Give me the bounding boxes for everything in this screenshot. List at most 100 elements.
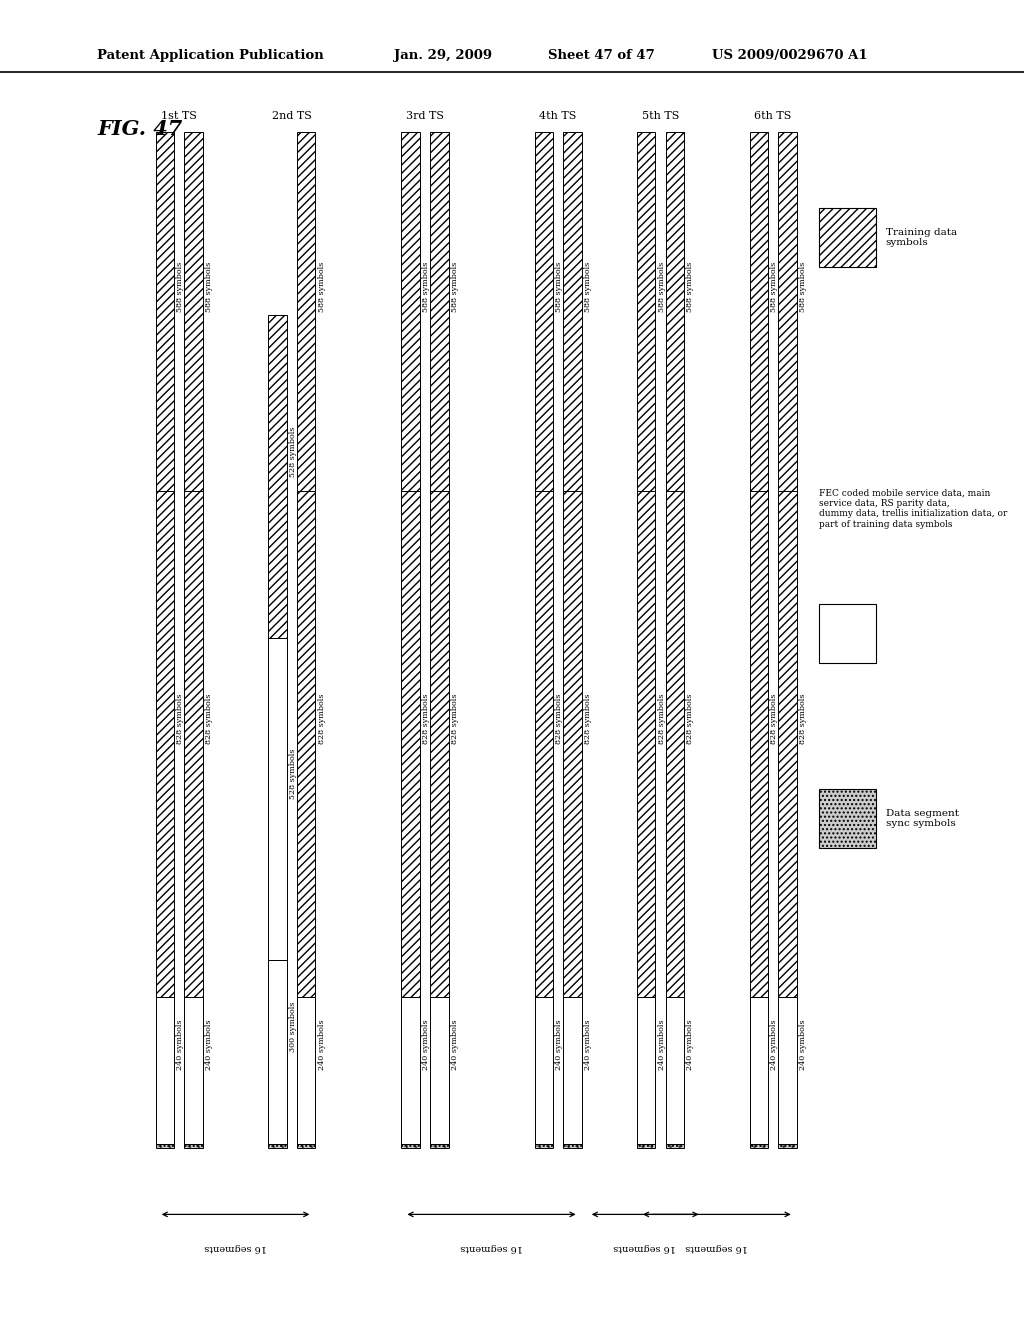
Bar <box>401 997 420 1143</box>
Text: 828 symbols: 828 symbols <box>584 694 592 744</box>
Text: 828 symbols: 828 symbols <box>422 694 430 744</box>
Bar <box>750 997 768 1143</box>
Text: 828 symbols: 828 symbols <box>555 694 563 744</box>
Bar <box>184 1143 203 1148</box>
Text: FEC coded mobile service data, main service data, RS parity data,
dummy data, tr: FEC coded mobile service data, main serv… <box>819 488 1008 528</box>
Text: 240 symbols: 240 symbols <box>657 1020 666 1071</box>
Bar <box>401 1143 420 1148</box>
Bar <box>430 1143 449 1148</box>
Text: 828 symbols: 828 symbols <box>686 694 694 744</box>
Text: US 2009/0029670 A1: US 2009/0029670 A1 <box>712 49 867 62</box>
Bar <box>563 1143 582 1148</box>
Text: 4: 4 <box>565 1142 570 1150</box>
Text: 240 symbols: 240 symbols <box>770 1020 778 1071</box>
Text: Patent Application Publication: Patent Application Publication <box>97 49 324 62</box>
Bar <box>666 997 684 1143</box>
Text: 588 symbols: 588 symbols <box>422 261 430 312</box>
Text: 4: 4 <box>432 1142 437 1150</box>
Bar <box>535 1143 553 1148</box>
Text: 16 segments: 16 segments <box>613 1243 677 1253</box>
Text: 828 symbols: 828 symbols <box>657 694 666 744</box>
Bar <box>563 997 582 1143</box>
Text: Training data
symbols: Training data symbols <box>886 228 956 247</box>
Text: 828 symbols: 828 symbols <box>317 694 326 744</box>
Text: 240 symbols: 240 symbols <box>422 1020 430 1071</box>
Text: 588 symbols: 588 symbols <box>555 261 563 312</box>
Text: 4: 4 <box>761 1142 766 1150</box>
Text: Sheet 47 of 47: Sheet 47 of 47 <box>548 49 654 62</box>
Text: 4: 4 <box>790 1142 795 1150</box>
Bar <box>750 491 768 997</box>
Bar <box>637 997 655 1143</box>
Text: 588 symbols: 588 symbols <box>176 261 184 312</box>
Bar <box>268 315 287 638</box>
Text: 828 symbols: 828 symbols <box>176 694 184 744</box>
Text: 16 segments: 16 segments <box>204 1243 267 1253</box>
Text: 2nd TS: 2nd TS <box>272 111 311 121</box>
Bar <box>430 491 449 997</box>
Bar <box>297 132 315 491</box>
Text: 4: 4 <box>158 1142 163 1150</box>
Bar <box>819 207 876 267</box>
Text: 4: 4 <box>780 1142 785 1150</box>
Text: 300 symbols: 300 symbols <box>289 1002 297 1052</box>
Bar <box>156 491 174 997</box>
Bar <box>819 605 876 663</box>
Bar <box>637 132 655 491</box>
Text: 240 symbols: 240 symbols <box>317 1020 326 1071</box>
Bar <box>535 997 553 1143</box>
Text: 4: 4 <box>167 1142 172 1150</box>
Text: 4: 4 <box>648 1142 653 1150</box>
Bar <box>401 132 420 491</box>
Text: 3rd TS: 3rd TS <box>406 111 444 121</box>
Text: 240 symbols: 240 symbols <box>584 1020 592 1071</box>
Bar <box>297 997 315 1143</box>
Text: 4: 4 <box>546 1142 551 1150</box>
Bar <box>430 132 449 491</box>
Text: 588 symbols: 588 symbols <box>770 261 778 312</box>
Bar <box>637 1143 655 1148</box>
Text: 5th TS: 5th TS <box>642 111 679 121</box>
Text: 828 symbols: 828 symbols <box>451 694 459 744</box>
Text: 4: 4 <box>574 1142 580 1150</box>
Bar <box>156 1143 174 1148</box>
Bar <box>563 132 582 491</box>
Text: 4: 4 <box>537 1142 542 1150</box>
Text: 588 symbols: 588 symbols <box>799 261 807 312</box>
Bar <box>750 132 768 491</box>
Text: Data segment
sync symbols: Data segment sync symbols <box>886 809 958 828</box>
Text: 1st TS: 1st TS <box>161 111 198 121</box>
Text: 240 symbols: 240 symbols <box>799 1020 807 1071</box>
Text: 4: 4 <box>752 1142 757 1150</box>
Text: 588 symbols: 588 symbols <box>451 261 459 312</box>
Bar <box>666 1143 684 1148</box>
Text: 4: 4 <box>677 1142 682 1150</box>
Text: 240 symbols: 240 symbols <box>686 1020 694 1071</box>
Bar <box>268 1143 287 1148</box>
Bar <box>184 997 203 1143</box>
Text: 4: 4 <box>270 1142 275 1150</box>
Bar <box>778 997 797 1143</box>
Bar <box>819 789 876 849</box>
Bar <box>297 1143 315 1148</box>
Text: 4: 4 <box>299 1142 304 1150</box>
Text: 4: 4 <box>403 1142 409 1150</box>
Bar <box>430 997 449 1143</box>
Text: 4: 4 <box>196 1142 201 1150</box>
Bar <box>184 491 203 997</box>
Text: 6th TS: 6th TS <box>755 111 792 121</box>
Text: 588 symbols: 588 symbols <box>205 261 213 312</box>
Text: 16 segments: 16 segments <box>685 1243 749 1253</box>
Text: 828 symbols: 828 symbols <box>205 694 213 744</box>
Bar <box>563 491 582 997</box>
Text: 4: 4 <box>639 1142 644 1150</box>
Bar <box>184 132 203 491</box>
Text: 588 symbols: 588 symbols <box>584 261 592 312</box>
Bar <box>268 638 287 960</box>
Bar <box>666 491 684 997</box>
Text: 240 symbols: 240 symbols <box>555 1020 563 1071</box>
Text: 4th TS: 4th TS <box>540 111 577 121</box>
Text: 528 symbols: 528 symbols <box>289 748 297 799</box>
Bar <box>666 132 684 491</box>
Text: 4: 4 <box>413 1142 418 1150</box>
